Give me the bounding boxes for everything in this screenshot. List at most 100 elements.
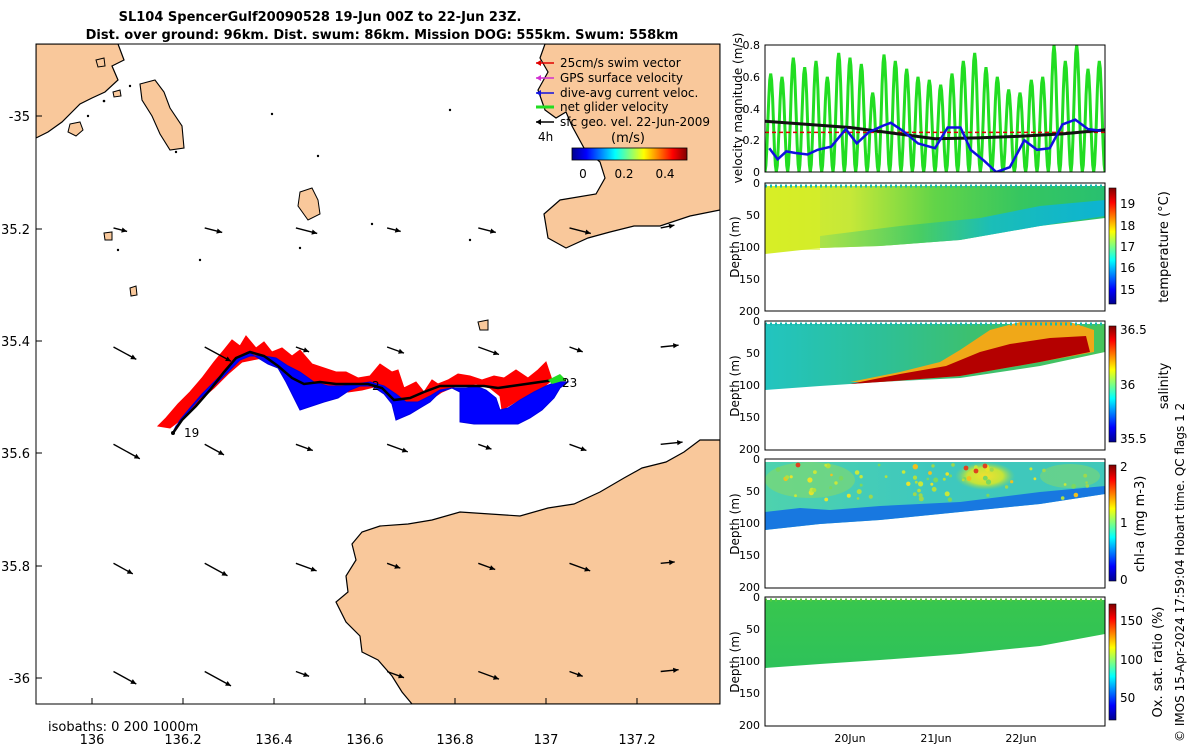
map-ytick: -35 [9, 110, 30, 125]
chla-sample-dot [1083, 473, 1088, 478]
geo-velocity-arrowhead [311, 229, 318, 235]
chl-cbtick: 2 [1120, 460, 1128, 474]
land-island [67, 121, 84, 137]
geo-velocity-arrowhead [493, 350, 499, 356]
temp-cbtick: 15 [1120, 283, 1135, 297]
temperature-bottom-water [820, 200, 1105, 248]
geo-velocity-arrowhead [673, 343, 679, 349]
chla-sample-dot [912, 492, 917, 497]
chla-sample-dot [846, 493, 851, 498]
legend-label: GPS surface velocity [560, 71, 683, 85]
land-island [95, 57, 106, 68]
chla-sample-dot [944, 491, 950, 497]
sal-ytick: 0 [753, 315, 760, 328]
chla-sample-dot [966, 476, 972, 481]
chla-sample-dot [775, 467, 781, 472]
chl-ytick: 200 [739, 581, 760, 594]
temp-cbtick: 16 [1120, 261, 1135, 275]
chla-sample-dot [982, 475, 988, 481]
sal-ylabel: Depth (m) [728, 355, 742, 416]
temperature-colorbar [1108, 187, 1117, 305]
map-xtick: 136 [80, 733, 105, 748]
map-title-line1: SL104 SpencerGulf20090528 19-Jun 00Z to … [119, 10, 522, 25]
chla-sample-dot [906, 481, 911, 486]
chl-cbtick: 1 [1120, 516, 1128, 530]
geo-velocity-arrowhead [489, 228, 496, 234]
chla-sample-dot [824, 497, 829, 502]
land-island [477, 319, 489, 331]
islet-dots [86, 84, 472, 262]
map-ytick: 35.8 [1, 560, 30, 575]
chla-sample-dot [1085, 484, 1090, 488]
temp-ytick: 0 [753, 177, 760, 190]
chla-panel: 0 50 100 150 200 Depth (m) 0 1 2 chl-a (… [728, 453, 1148, 594]
chla-sample-dot [949, 474, 952, 478]
sal-cbtick: 35.5 [1120, 432, 1147, 446]
chla-sample-dot [789, 475, 793, 479]
surface-velocity-arrows [113, 223, 683, 687]
date-tick: 20Jun [834, 732, 865, 745]
chla-sample-dot [1004, 485, 1009, 489]
chla-sample-dot [1073, 492, 1079, 498]
chl-ylabel: Depth (m) [728, 493, 742, 554]
geo-velocity-arrowhead [121, 227, 128, 233]
map-ytick: 35.2 [1, 223, 30, 238]
geo-velocity-arrowhead [585, 229, 591, 235]
vel-ylabel: velocity magnitude (m/s) [731, 33, 745, 184]
oxygen-field [765, 600, 1105, 668]
geo-velocity-arrowhead [493, 674, 499, 680]
geo-velocity-arrowhead [576, 347, 583, 353]
chla-sample-dot [985, 479, 992, 485]
vel-ytick: 0.2 [743, 134, 761, 147]
map-xtick: 136.4 [255, 733, 292, 748]
map-ytick: -36 [9, 672, 30, 687]
ox-cbtick: 50 [1120, 691, 1135, 705]
legend-label: sfc geo. vel. 22-Jun-2009 [560, 115, 710, 129]
map-y-axis: -35 35.2 35.4 35.6 35.8 -36 [1, 110, 30, 687]
geo-velocity-arrowhead [677, 440, 683, 446]
temp-cbtick: 18 [1120, 219, 1135, 233]
salinity-high-layer [850, 322, 1094, 382]
geo-velocity-arrowhead [221, 570, 228, 576]
land-yorke-peninsula [36, 44, 125, 139]
map-xtick: 136.8 [436, 733, 473, 748]
chla-sample-dot [884, 475, 888, 478]
chla-sample-dot [824, 463, 828, 467]
credit-text: © IMOS 15-Apr-2024 17:59:04 Hobart time.… [1173, 403, 1187, 742]
chla-patch [1040, 464, 1100, 488]
geo-velocity-arrowhead [580, 446, 587, 452]
map-ticks [36, 115, 638, 704]
temp-cblabel: temperature (°C) [1157, 191, 1172, 303]
chla-sample-dot [945, 472, 949, 476]
chla-sample-dot [829, 486, 833, 490]
chla-dots [775, 462, 1090, 502]
chla-colorbar [1108, 464, 1117, 582]
chla-sample-dot [942, 477, 946, 481]
legend-arrow-icon [536, 60, 541, 66]
isobaths-label: isobaths: 0 200 1000m [48, 720, 198, 735]
velocity-panel: 0 0.2 0.4 0.6 0.8 velocity magnitude (m/… [731, 33, 1106, 184]
map-x-axis: 136 136.2 136.4 136.6 136.8 137 137.2 [80, 733, 656, 748]
geo-velocity-arrowhead [130, 354, 137, 360]
chla-sample-dot [868, 494, 873, 499]
chla-sample-dot [926, 477, 930, 481]
temp-ytick: 200 [739, 305, 760, 318]
chla-sample-dot [931, 464, 935, 468]
geo-velocity-arrowhead [398, 673, 404, 679]
map-frame [35, 43, 721, 705]
legend-arrow-icon [536, 119, 541, 125]
chla-sample-dot [856, 497, 860, 500]
chl-ytick: 50 [746, 485, 760, 498]
chla-sample-dot [854, 470, 860, 475]
date-tick: 22Jun [1005, 732, 1036, 745]
waypoint-label: 19 [184, 426, 199, 440]
chla-sample-dot [930, 482, 934, 486]
geo-velocity-arrowhead [218, 450, 224, 455]
net-glider-end [548, 374, 566, 384]
waypoint-marker [171, 431, 175, 435]
vel-ytick: 0 [753, 166, 760, 179]
geo-velocity-arrowhead [126, 569, 133, 574]
map-ytick: 35.6 [1, 447, 30, 462]
vel-ytick: 0.4 [743, 103, 761, 116]
geo-velocity-arrowhead [394, 563, 401, 569]
